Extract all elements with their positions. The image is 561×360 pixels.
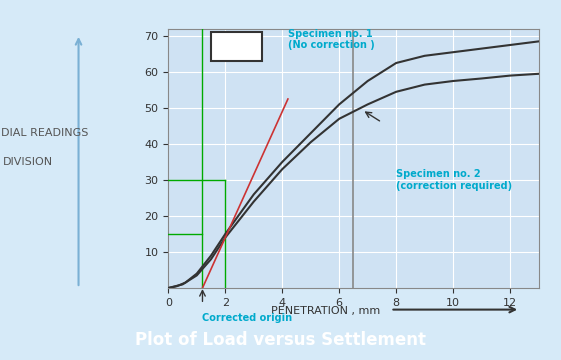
Text: Corrected origin: Corrected origin [203,313,293,323]
Text: Plot of Load versus Settlement: Plot of Load versus Settlement [135,331,426,349]
Text: Specimen no. 1
(No correction ): Specimen no. 1 (No correction ) [288,29,375,50]
Bar [211,32,263,61]
Text: PENETRATION , mm: PENETRATION , mm [271,306,380,316]
Text: Specimen no. 2
(correction required): Specimen no. 2 (correction required) [396,169,512,191]
Text: DIVISION: DIVISION [3,157,53,167]
Text: LOAD DIAL READINGS: LOAD DIAL READINGS [0,128,89,138]
